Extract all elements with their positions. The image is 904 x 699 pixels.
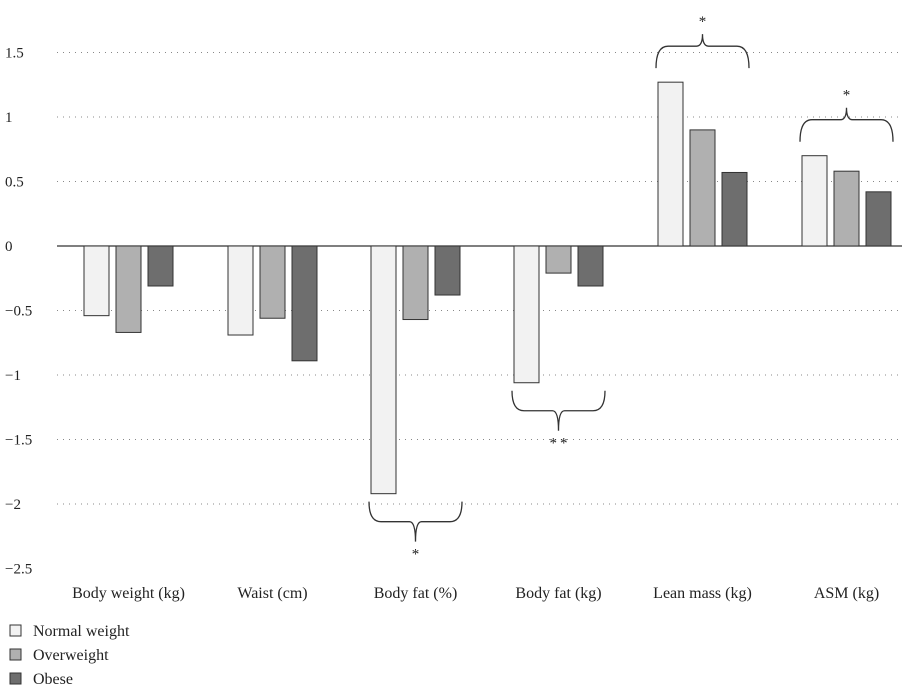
significance-brace [511,390,606,431]
significance-marker: * [412,547,420,563]
legend: Normal weight Overweight Obese [9,623,130,688]
x-category-label: Waist (cm) [237,585,307,602]
significance-marker: * [699,14,707,30]
y-tick-label: −2 [5,497,21,513]
legend-label: Normal weight [33,623,130,640]
significance-brace [799,107,894,142]
bar-obese [434,245,461,296]
bar-overweight [833,170,860,247]
bar-normal-weight [83,245,110,317]
legend-swatch [9,672,22,685]
x-category-label: Body fat (kg) [515,585,601,602]
x-axis-category-labels: Body weight (kg) Waist (cm) Body fat (%) Bo… [72,585,879,602]
significance-marker: * * [549,436,567,452]
y-tick-label: −0.5 [5,304,32,320]
legend-swatch [9,624,22,637]
bar-overweight [545,245,572,274]
bar-normal-weight [657,81,684,247]
bar-overweight [689,129,716,247]
bar-normal-weight [513,245,540,384]
significance-annotations: * * * * * [368,14,894,563]
bar-obese [865,191,892,247]
x-category-label: ASM (kg) [814,585,879,602]
significance-brace [655,34,750,69]
bar-overweight [402,245,429,321]
bar-overweight [259,245,286,319]
grid-lines [57,52,902,505]
x-category-label: Body fat (%) [374,585,458,602]
bar-normal-weight [370,245,397,495]
legend-label: Overweight [33,647,109,664]
y-tick-label: 0.5 [5,175,24,191]
bar-obese [291,245,318,362]
x-category-label: Lean mass (kg) [653,585,752,602]
bars [83,81,892,495]
y-axis-tick-labels: 1.5 1 0.5 0 −0.5 −1 −1.5 −2 −2.5 [5,46,32,578]
y-tick-label: 1 [5,110,13,126]
legend-label: Obese [33,671,73,688]
significance-marker: * [843,88,851,104]
y-tick-label: −2.5 [5,562,32,578]
bar-overweight [115,245,142,333]
significance-brace [368,501,463,542]
y-tick-label: −1.5 [5,433,32,449]
bar-obese [721,171,748,247]
y-tick-label: −1 [5,368,21,384]
bar-normal-weight [227,245,254,336]
bar-normal-weight [801,155,828,247]
legend-swatch [9,648,22,661]
y-tick-label: 0 [5,239,13,255]
x-category-label: Body weight (kg) [72,585,185,602]
bar-obese [147,245,174,287]
y-tick-label: 1.5 [5,46,24,62]
bar-obese [577,245,604,287]
